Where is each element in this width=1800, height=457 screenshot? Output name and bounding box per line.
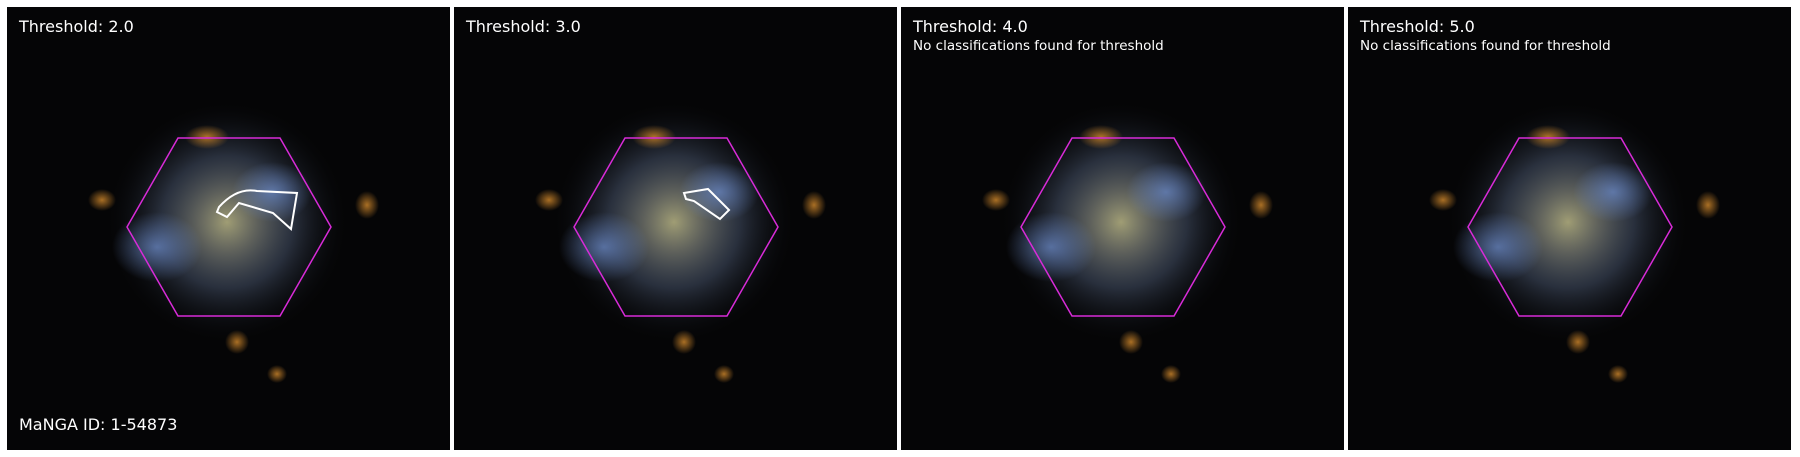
classification-contour: [682, 187, 731, 221]
ifu-hexagon: [126, 137, 332, 317]
panel-threshold-2: Threshold: 2.0 MaNGA ID: 1-54873: [7, 7, 450, 450]
galaxy-image: [1429, 102, 1720, 383]
galaxy-image: [88, 102, 379, 383]
galaxy-id-label: MaNGA ID: 1-54873: [19, 415, 178, 434]
panel-title: Threshold: 4.0: [913, 17, 1028, 36]
panel-title: Threshold: 3.0: [466, 17, 581, 36]
panel-title: Threshold: 5.0: [1360, 17, 1475, 36]
galaxy-image: [982, 102, 1273, 383]
galaxy-image: [535, 102, 826, 383]
ifu-hexagon: [1467, 137, 1673, 317]
panel-threshold-4: Threshold: 4.0 No classifications found …: [901, 7, 1344, 450]
panel-threshold-5: Threshold: 5.0 No classifications found …: [1348, 7, 1791, 450]
panel-note: No classifications found for threshold: [913, 38, 1164, 54]
panel-threshold-3: Threshold: 3.0: [454, 7, 897, 450]
panel-title: Threshold: 2.0: [19, 17, 134, 36]
classification-contour: [215, 189, 299, 231]
ifu-hexagon: [573, 137, 779, 317]
panel-note: No classifications found for threshold: [1360, 38, 1611, 54]
ifu-hexagon: [1020, 137, 1226, 317]
